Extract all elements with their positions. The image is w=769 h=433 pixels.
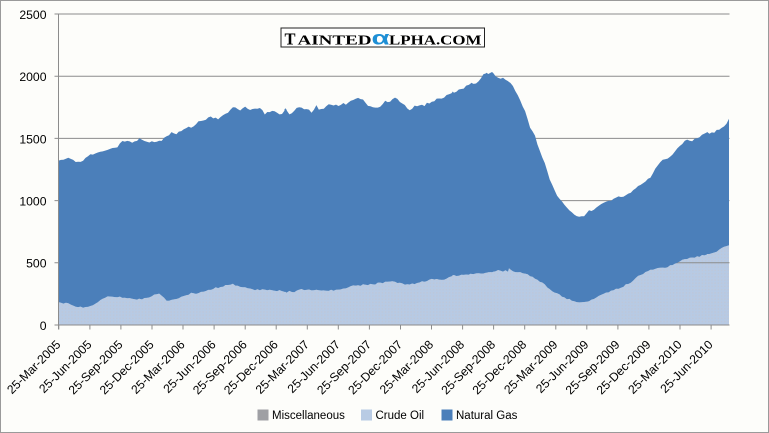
svg-text:1000: 1000 xyxy=(19,195,46,209)
svg-text:Crude Oil: Crude Oil xyxy=(376,410,425,422)
svg-text:T: T xyxy=(285,29,296,48)
svg-text:1500: 1500 xyxy=(19,132,46,146)
svg-text:LPHA.COM: LPHA.COM xyxy=(389,32,482,47)
svg-text:0: 0 xyxy=(40,319,47,333)
svg-text:2000: 2000 xyxy=(19,70,46,84)
svg-text:2500: 2500 xyxy=(19,8,46,22)
svg-text:500: 500 xyxy=(26,257,47,271)
svg-text:α: α xyxy=(371,28,389,49)
svg-text:Miscellaneous: Miscellaneous xyxy=(272,410,345,422)
svg-text:Natural Gas: Natural Gas xyxy=(456,410,518,422)
svg-text:AINTED: AINTED xyxy=(298,32,372,47)
